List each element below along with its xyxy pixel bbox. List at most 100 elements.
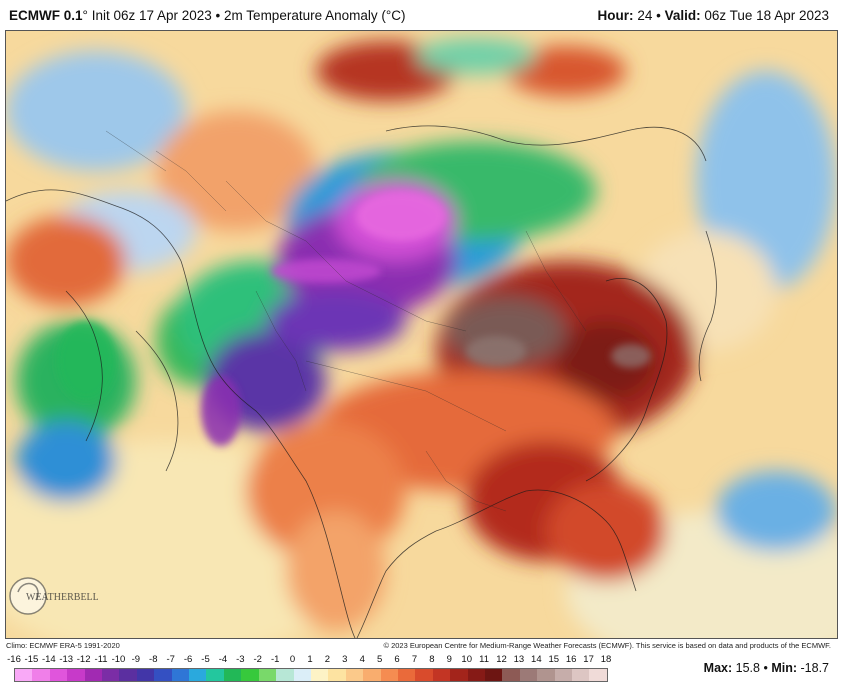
colorbar-segment [119, 669, 137, 681]
colorbar-tick-label: 10 [461, 654, 472, 665]
colorbar-tick-label: 13 [513, 654, 525, 665]
coastlines [6, 125, 717, 638]
colorbar-tick-label: 6 [394, 654, 400, 665]
max-min-separator: • [763, 661, 768, 675]
colorbar-segment [171, 669, 190, 681]
colorbar-segment [258, 669, 277, 681]
colorbar-segment [363, 669, 381, 681]
colorbar-segment [32, 669, 50, 681]
colorbar-segment [345, 669, 364, 681]
colorbar-tick-label: -11 [94, 654, 108, 665]
colorbar-segment [154, 669, 172, 681]
climo-source: Climo: ECMWF ERA-5 1991-2020 [6, 641, 120, 650]
colorbar-tick-label: 1 [307, 654, 313, 665]
colorbar-tick-label: 0 [289, 654, 296, 665]
colorbar-tick-label: -1 [270, 654, 280, 665]
colorbar-segment [380, 669, 398, 681]
weatherbell-logo-icon: WEATHERBELL [6, 566, 99, 626]
colorbar-segment [572, 669, 590, 681]
colorbar-tick-label: -8 [149, 654, 158, 665]
colorbar-segment [293, 669, 311, 681]
max-value: 15.8 [735, 661, 760, 675]
init-time: Init 06z 17 Apr 2023 [91, 8, 212, 23]
colorbar-segment [189, 669, 207, 681]
min-value: -18.7 [800, 661, 830, 675]
colorbar-tick-label: -16 [7, 654, 21, 665]
colorbar-tick-label: 5 [376, 654, 383, 665]
logo-text: WEATHERBELL [26, 592, 98, 603]
title-separator: • [215, 8, 221, 23]
colorbar-tick-label: 16 [565, 654, 577, 665]
colorbar-segment [554, 669, 572, 681]
colorbar-segment [241, 669, 259, 681]
colorbar-tick-label: -10 [111, 654, 126, 665]
colorbar-tick-label: -5 [201, 654, 210, 665]
colorbar-tick-label: -14 [41, 654, 56, 665]
temperature-anomaly-map[interactable] [5, 30, 838, 639]
colorbar-segment [67, 669, 85, 681]
hour-label: Hour: [597, 8, 634, 23]
colorbar-segment [484, 669, 503, 681]
colorbar-segment [589, 669, 607, 681]
valid-time-info: Hour: 24 • Valid: 06z Tue 18 Apr 2023 [598, 8, 829, 23]
colorbar-tick-label: 8 [429, 654, 435, 665]
colorbar-tick-label: -2 [253, 654, 262, 665]
colorbar-tick-label: 18 [600, 654, 612, 665]
colorbar-segment [502, 669, 520, 681]
colorbar-segment [328, 669, 346, 681]
valid-label: Valid: [664, 8, 701, 23]
colorbar [14, 668, 608, 682]
colorbar-tick-label: -4 [218, 654, 228, 665]
colorbar-tick-label: 17 [583, 654, 594, 665]
degree-symbol: ° [82, 8, 88, 23]
colorbar-segment [310, 669, 329, 681]
colorbar-tick-label: 3 [342, 654, 348, 665]
colorbar-tick-label: 4 [359, 654, 365, 665]
colorbar-tick-label: -3 [236, 654, 245, 665]
max-label: Max: [703, 661, 733, 675]
map-header: ECMWF 0.1° Init 06z 17 Apr 2023 • 2m Tem… [0, 0, 843, 34]
min-label: Min: [771, 661, 798, 675]
colorbar-segment [49, 669, 68, 681]
map-footer: Climo: ECMWF ERA-5 1991-2020 © 2023 Euro… [0, 639, 843, 692]
max-min-readout: Max: 15.8 • Min: -18.7 [704, 661, 829, 675]
colorbar-segment [415, 669, 433, 681]
colorbar-segment [397, 669, 416, 681]
map-title: ECMWF 0.1° Init 06z 17 Apr 2023 • 2m Tem… [9, 8, 406, 23]
colorbar-tick-label: -7 [166, 654, 175, 665]
colorbar-segment [467, 669, 485, 681]
hour-value: 24 [637, 8, 653, 23]
colorbar-ticks: -16 -15 -14 -13 -12 -11 -10 -9 -8 -7 -6 -5 -4 -3 -2 -1 0… [7, 654, 611, 668]
colorbar-tick-label: -9 [131, 654, 141, 665]
colorbar-tick-label: 2 [324, 654, 331, 665]
anomaly-field [6, 31, 837, 638]
valid-value: 06z Tue 18 Apr 2023 [704, 8, 829, 23]
colorbar-segment [223, 669, 242, 681]
colorbar-tick-label: 15 [548, 654, 560, 665]
colorbar-tick-label: 12 [496, 654, 507, 665]
colorbar-segment [136, 669, 155, 681]
colorbar-segment [102, 669, 120, 681]
colorbar-segment [450, 669, 468, 681]
colorbar-segment [84, 669, 103, 681]
colorbar-segment [537, 669, 555, 681]
colorbar-tick-label: -6 [183, 654, 193, 665]
country-borders [105, 130, 587, 512]
colorbar-tick-label: -12 [76, 654, 91, 665]
colorbar-tick-label: 14 [531, 654, 542, 665]
copyright-notice: © 2023 European Centre for Medium-Range … [383, 641, 831, 650]
colorbar-segment [519, 669, 538, 681]
colorbar-tick-label: 9 [446, 654, 452, 665]
valid-separator: • [656, 8, 661, 23]
colorbar-segment [206, 669, 224, 681]
colorbar-tick-label: 11 [479, 654, 490, 665]
colorbar-tick-label: 7 [411, 654, 418, 665]
colorbar-segment [276, 669, 294, 681]
colorbar-tick-label: -15 [24, 654, 39, 665]
model-name: ECMWF 0.1 [9, 8, 83, 23]
map-canvas [6, 31, 837, 638]
logo-graphic: WEATHERBELL [9, 577, 99, 615]
colorbar-segment [432, 669, 451, 681]
colorbar-tick-label: -13 [59, 654, 74, 665]
colorbar-segment [15, 669, 33, 681]
